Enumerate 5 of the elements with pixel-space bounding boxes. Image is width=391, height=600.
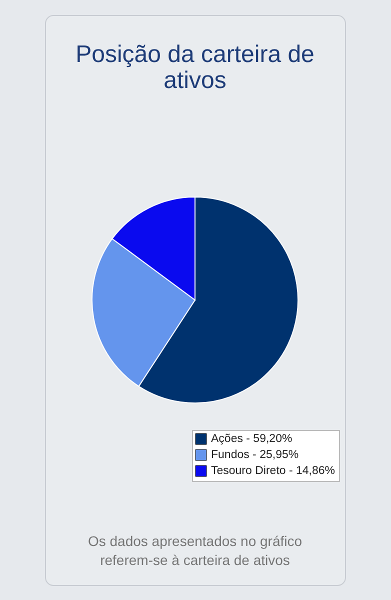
legend-label: Tesouro Direto - 14,86% <box>211 465 336 477</box>
chart-title: Posição da carteira de ativos <box>76 41 314 94</box>
text: Os dados apresentados no gráfico referem-se à carteira de ativos <box>88 533 302 568</box>
legend-label: Ações - 59,20% <box>211 433 292 445</box>
legend-label: Fundos - 25,95% <box>211 449 299 461</box>
